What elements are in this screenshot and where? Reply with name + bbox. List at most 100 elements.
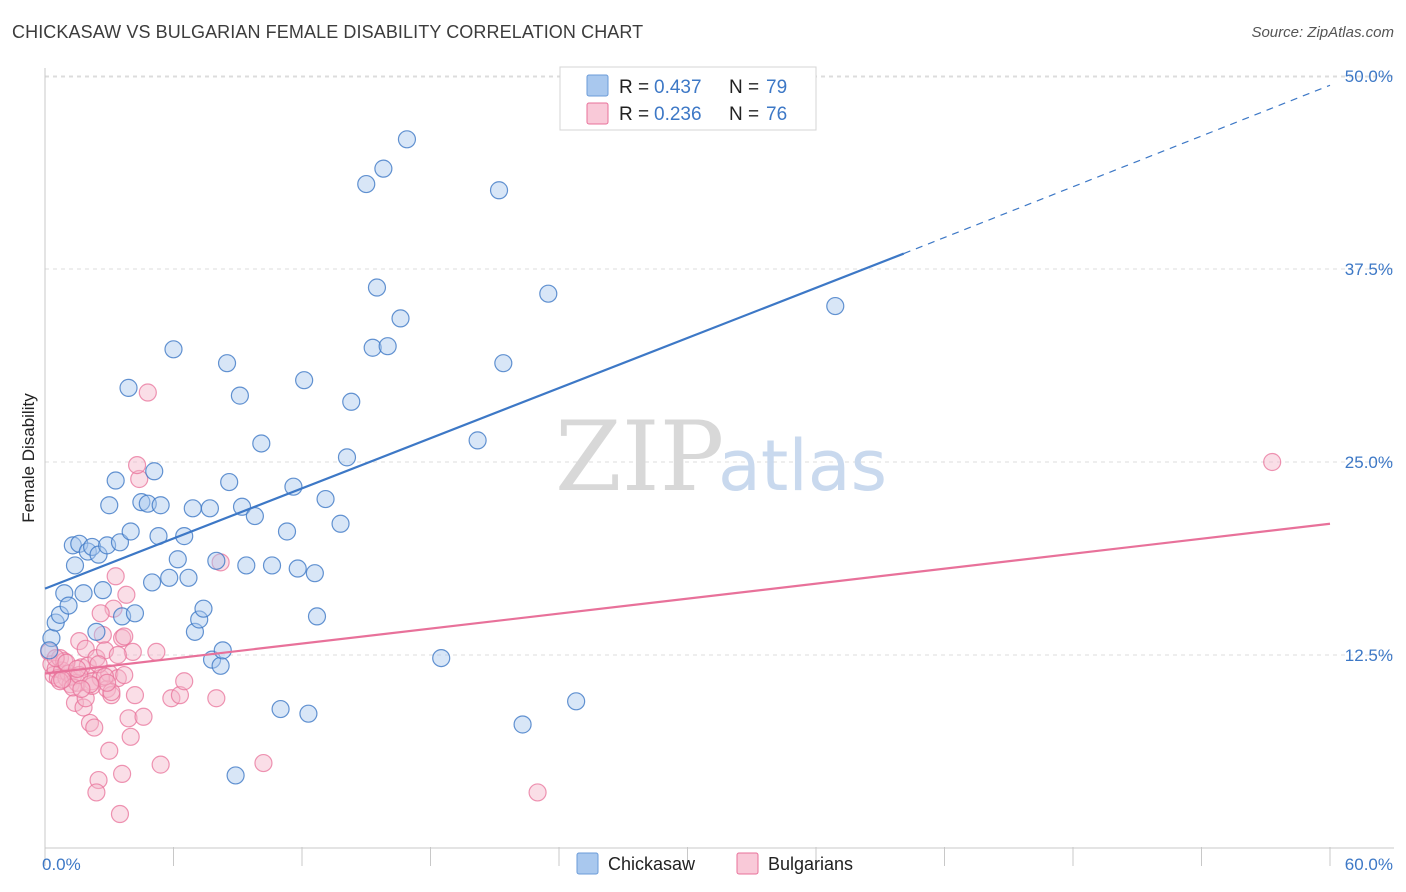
x-tick-label-max: 60.0% — [1345, 855, 1393, 874]
series-legend: Chickasaw Bulgarians — [576, 852, 853, 875]
bulgarians-point — [207, 689, 226, 708]
chickasaw-point — [397, 130, 417, 149]
chickasaw-point — [121, 522, 140, 541]
chickasaw-point — [132, 493, 151, 512]
chickasaw-point — [151, 496, 170, 515]
watermark-atlas: atlas — [718, 425, 887, 507]
legend-chickasaw-swatch — [576, 852, 599, 875]
chickasaw-point — [262, 556, 282, 575]
chickasaw-point — [342, 392, 361, 411]
chickasaw-point — [179, 568, 198, 587]
chickasaw-trend-line — [44, 252, 905, 590]
chickasaw-point — [220, 472, 239, 492]
chickasaw-point — [230, 386, 249, 405]
bulgarians-n-label: N = — [729, 104, 759, 125]
chickasaw-point — [277, 522, 297, 541]
bulgarians-point — [134, 707, 153, 726]
bulgarians-point — [119, 709, 138, 728]
chickasaw-point — [337, 448, 357, 467]
chickasaw-point — [190, 610, 209, 629]
chickasaw-point — [74, 584, 93, 603]
chickasaw-point — [194, 599, 213, 618]
chickasaw-point — [145, 462, 164, 481]
chickasaw-point — [213, 641, 232, 660]
source-credit: Source: ZipAtlas.com — [1251, 24, 1394, 41]
bulgarians-r-label: R = — [619, 104, 649, 125]
bulgarians-point — [170, 686, 190, 705]
bulgarians-point — [254, 753, 273, 773]
chickasaw-point — [316, 489, 335, 509]
chickasaw-point — [237, 556, 256, 575]
chickasaw-point — [110, 533, 130, 552]
bulgarians-point — [85, 718, 104, 737]
chickasaw-r-label: R = — [619, 77, 649, 98]
bulgarians-point — [53, 670, 72, 689]
chickasaw-point — [305, 564, 324, 583]
bulgarians-point — [108, 645, 127, 665]
chickasaw-point — [299, 704, 318, 723]
chickasaw-point — [357, 174, 376, 194]
bulgarians-points — [40, 383, 1282, 824]
chickasaw-point — [252, 434, 271, 453]
chickasaw-point — [125, 604, 145, 623]
legend-bulgarians-label: Bulgarians — [768, 854, 853, 874]
chickasaw-point — [391, 309, 410, 328]
chickasaw-point — [100, 496, 119, 515]
chickasaw-point — [211, 656, 230, 675]
bulgarians-point — [72, 679, 91, 699]
chickasaw-point — [826, 296, 845, 316]
bulgarians-point — [91, 604, 110, 623]
bulgarians-point — [87, 783, 106, 802]
y-tick-label: 37.5% — [1345, 260, 1393, 279]
chickasaw-point — [164, 340, 183, 359]
axis-layer: 12.5% 25.0% 37.5% 50.0% 0.0% 60.0% — [42, 67, 1394, 874]
chickasaw-point — [93, 581, 112, 600]
chickasaw-point — [200, 499, 220, 518]
chickasaw-r-value: 0.437 — [654, 77, 702, 98]
stats-legend: R = 0.437 N = 79 R = 0.236 N = 76 — [559, 66, 817, 131]
chickasaw-point — [160, 568, 179, 587]
chickasaw-point — [489, 181, 509, 200]
bulgarians-point — [1263, 452, 1282, 472]
chickasaw-point — [226, 766, 245, 785]
chickasaw-swatch — [586, 74, 609, 97]
chickasaw-point — [119, 378, 138, 397]
chickasaw-point — [65, 556, 85, 575]
bulgarians-point — [115, 627, 134, 646]
bulgarians-point — [112, 764, 132, 783]
bulgarians-n-value: 76 — [766, 104, 787, 125]
chickasaw-point — [432, 648, 451, 668]
chickasaw-point — [40, 641, 59, 660]
bulgarians-point — [125, 686, 145, 705]
watermark: ZIP atlas — [555, 401, 887, 513]
y-tick-label: 12.5% — [1345, 646, 1393, 665]
chickasaw-point — [295, 371, 314, 390]
chickasaw-point — [142, 573, 162, 592]
legend-chickasaw-label: Chickasaw — [608, 854, 696, 874]
bulgarians-point — [147, 642, 166, 662]
chickasaw-point — [307, 607, 327, 626]
bulgarians-point — [117, 585, 136, 604]
bulgarians-r-value: 0.236 — [654, 104, 702, 125]
bulgarians-point — [127, 455, 147, 475]
y-axis-label: Female Disability — [19, 393, 38, 523]
chickasaw-trend-extension — [903, 84, 1331, 255]
chickasaw-point — [288, 559, 307, 578]
bulgarians-trend-line — [44, 522, 1331, 675]
bulgarians-point — [100, 741, 119, 760]
bulgarians-point — [115, 665, 134, 685]
bulgarians-point — [151, 755, 170, 774]
bulgarians-point — [110, 804, 130, 824]
trend-lines — [44, 84, 1331, 675]
watermark-zip: ZIP — [555, 401, 724, 513]
chickasaw-point — [539, 284, 558, 303]
y-tick-label: 50.0% — [1345, 67, 1393, 86]
bulgarians-point — [138, 383, 157, 402]
x-tick-label-min: 0.0% — [42, 855, 81, 874]
chickasaw-point — [363, 338, 382, 357]
chickasaw-point — [378, 337, 397, 356]
chickasaw-points — [40, 130, 845, 785]
chickasaw-point — [468, 431, 487, 450]
chickasaw-point — [367, 278, 387, 297]
